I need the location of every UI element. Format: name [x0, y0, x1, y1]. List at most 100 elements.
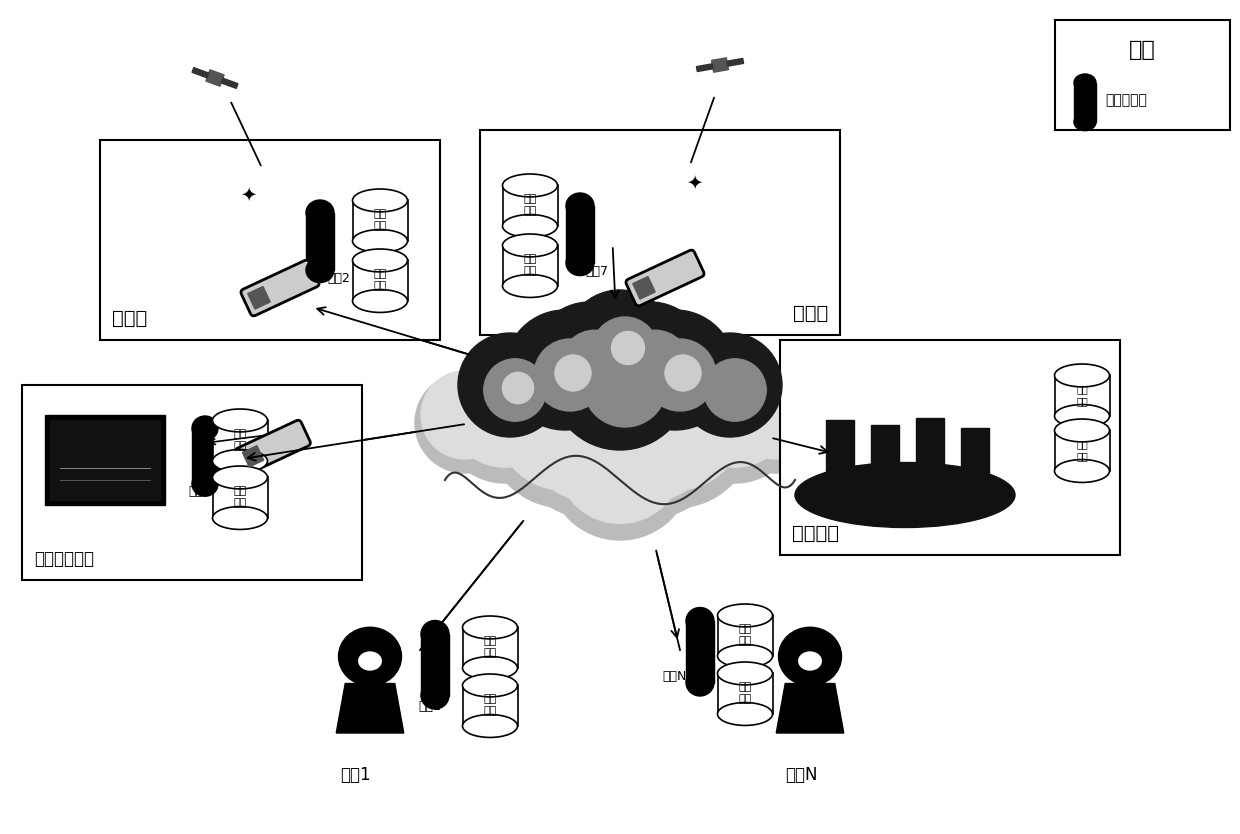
- Circle shape: [621, 332, 749, 459]
- Ellipse shape: [212, 409, 268, 432]
- Ellipse shape: [358, 652, 381, 670]
- Ellipse shape: [1054, 364, 1110, 387]
- Circle shape: [560, 330, 630, 399]
- Circle shape: [591, 302, 708, 418]
- Ellipse shape: [212, 506, 268, 530]
- Circle shape: [532, 302, 649, 418]
- Circle shape: [505, 310, 625, 430]
- Ellipse shape: [192, 472, 218, 496]
- Bar: [502, 245, 558, 286]
- Ellipse shape: [1054, 419, 1110, 442]
- Text: 数据
区块: 数据 区块: [1076, 384, 1087, 406]
- Circle shape: [665, 355, 701, 391]
- Bar: [306, 213, 334, 270]
- Bar: [422, 634, 449, 696]
- Text: 交易
区块: 交易 区块: [233, 486, 247, 508]
- Circle shape: [565, 290, 675, 400]
- Bar: [480, 130, 839, 335]
- Circle shape: [485, 348, 645, 508]
- Bar: [463, 627, 517, 668]
- Text: 节点N: 节点N: [662, 670, 687, 683]
- Bar: [727, 58, 744, 66]
- Text: 节点2: 节点2: [327, 272, 350, 285]
- Bar: [961, 428, 990, 496]
- Ellipse shape: [502, 234, 558, 257]
- Ellipse shape: [463, 656, 517, 680]
- Text: 测控业务中心: 测控业务中心: [33, 550, 94, 568]
- Ellipse shape: [463, 616, 517, 639]
- Text: 节点1: 节点1: [418, 700, 441, 713]
- Bar: [243, 445, 264, 467]
- Circle shape: [515, 368, 665, 518]
- Bar: [565, 206, 594, 263]
- Bar: [826, 420, 854, 500]
- Circle shape: [552, 331, 688, 469]
- Bar: [780, 340, 1120, 555]
- Circle shape: [605, 349, 745, 490]
- Bar: [718, 615, 773, 656]
- Ellipse shape: [779, 627, 842, 686]
- Ellipse shape: [502, 214, 558, 238]
- Ellipse shape: [339, 627, 402, 686]
- Circle shape: [725, 373, 825, 473]
- Text: 数据
区块: 数据 区块: [233, 430, 247, 451]
- Bar: [212, 477, 268, 518]
- Circle shape: [525, 369, 656, 501]
- Bar: [718, 673, 773, 714]
- Circle shape: [548, 396, 692, 540]
- Bar: [1074, 83, 1096, 122]
- Text: 数据
区块: 数据 区块: [738, 624, 751, 646]
- Circle shape: [534, 343, 706, 513]
- Ellipse shape: [565, 250, 594, 275]
- Circle shape: [595, 348, 755, 508]
- Circle shape: [644, 339, 715, 411]
- Ellipse shape: [718, 645, 773, 667]
- Bar: [100, 140, 440, 340]
- Circle shape: [670, 353, 800, 483]
- Ellipse shape: [502, 174, 558, 197]
- Ellipse shape: [463, 715, 517, 737]
- Text: 图例: 图例: [1130, 40, 1156, 60]
- Text: 用户1: 用户1: [340, 766, 371, 784]
- Bar: [22, 385, 362, 580]
- Bar: [221, 78, 238, 88]
- Polygon shape: [776, 684, 843, 733]
- Ellipse shape: [306, 258, 334, 283]
- Bar: [192, 68, 208, 78]
- Text: 交易
区块: 交易 区块: [373, 269, 387, 291]
- Circle shape: [615, 310, 735, 430]
- Circle shape: [557, 397, 683, 524]
- Circle shape: [575, 368, 725, 518]
- Text: 交易
区块: 交易 区块: [1076, 440, 1087, 461]
- Circle shape: [448, 353, 562, 467]
- Bar: [206, 70, 224, 86]
- Polygon shape: [336, 684, 404, 733]
- Circle shape: [591, 317, 658, 383]
- Circle shape: [678, 353, 792, 467]
- Ellipse shape: [795, 463, 1016, 527]
- Circle shape: [422, 371, 508, 459]
- Text: 用户N: 用户N: [785, 766, 817, 784]
- Bar: [712, 58, 728, 73]
- Circle shape: [534, 339, 606, 411]
- Ellipse shape: [352, 229, 408, 253]
- Circle shape: [678, 333, 782, 437]
- Bar: [192, 428, 218, 484]
- Ellipse shape: [686, 669, 714, 696]
- Bar: [352, 200, 408, 241]
- Bar: [870, 425, 899, 497]
- Ellipse shape: [1074, 74, 1096, 91]
- Bar: [632, 277, 655, 299]
- Text: 交易
区块: 交易 区块: [523, 254, 537, 276]
- Circle shape: [484, 359, 546, 421]
- Bar: [248, 287, 270, 309]
- Circle shape: [556, 355, 591, 391]
- Circle shape: [583, 343, 667, 427]
- Bar: [1054, 375, 1110, 416]
- FancyBboxPatch shape: [241, 260, 319, 316]
- Ellipse shape: [352, 289, 408, 313]
- Circle shape: [502, 373, 533, 404]
- Text: 节点7: 节点7: [585, 265, 608, 278]
- Bar: [1055, 20, 1230, 130]
- Ellipse shape: [718, 662, 773, 685]
